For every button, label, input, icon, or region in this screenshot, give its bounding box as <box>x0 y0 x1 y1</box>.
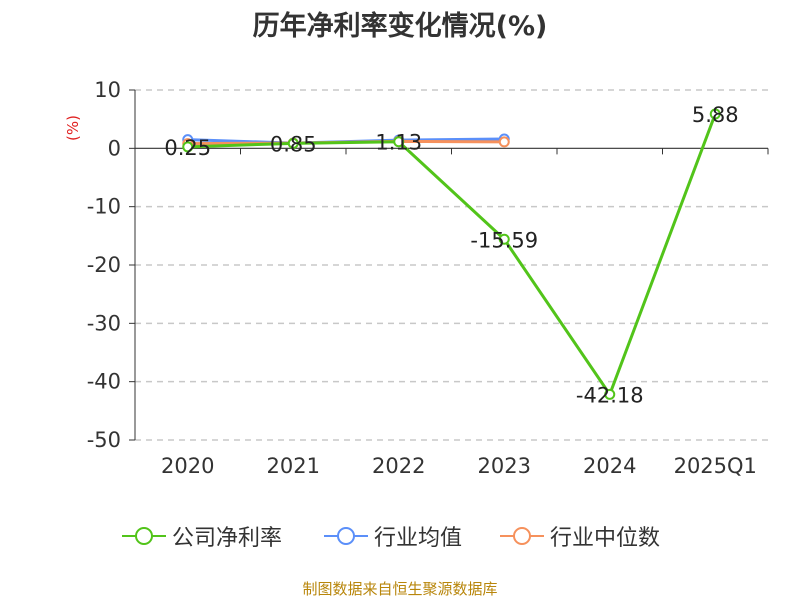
y-tick-label: -20 <box>87 253 121 277</box>
legend-label-industry-median: 行业中位数 <box>550 526 661 551</box>
series-lines <box>182 108 721 400</box>
chart-source: 制图数据来自恒生聚源数据库 <box>302 580 498 598</box>
data-point-company <box>393 136 405 148</box>
data-point-industry_median <box>498 136 510 148</box>
x-tick-label: 2022 <box>372 454 425 478</box>
data-labels: 0.25 0.85 1.13 -15.59 -42.18 5.88 <box>164 103 738 407</box>
legend-line-industry-median-icon <box>500 527 544 545</box>
data-label: 1.13 <box>375 131 422 155</box>
y-tick-label: -10 <box>87 195 121 219</box>
x-tick-label: 2020 <box>161 454 214 478</box>
legend-line-company-icon <box>122 527 166 545</box>
y-axis-label: (%) <box>64 115 82 141</box>
legend-label-industry-avg: 行业均值 <box>374 526 463 551</box>
data-label: 0.85 <box>270 132 317 156</box>
y-tick-label: 0 <box>108 136 121 160</box>
x-tick-label: 2023 <box>478 454 531 478</box>
data-label: -15.59 <box>470 228 538 252</box>
legend-item-industry-median[interactable]: 行业中位数 <box>500 521 660 551</box>
x-tick-label: 2025Q1 <box>674 454 757 478</box>
data-point-company <box>498 233 510 245</box>
y-tick-label: -50 <box>87 428 121 452</box>
data-point-company <box>709 108 721 120</box>
y-tick-label: 10 <box>94 78 121 102</box>
data-point-company <box>182 141 194 153</box>
legend-item-industry-avg[interactable]: 行业均值 <box>324 521 462 551</box>
chart-title: 历年净利率变化情况(%) <box>252 11 548 42</box>
legend-label-company: 公司净利率 <box>172 526 283 551</box>
data-label: 0.25 <box>164 136 211 160</box>
x-tick-label: 2021 <box>267 454 320 478</box>
y-tick-label: -30 <box>87 311 121 335</box>
data-point-company <box>287 137 299 149</box>
data-label: 5.88 <box>692 103 739 127</box>
y-tick-label: -40 <box>87 370 121 394</box>
series-line-company <box>187 113 717 398</box>
legend-line-industry-avg-icon <box>324 527 368 545</box>
legend-item-company[interactable]: 公司净利率 <box>122 521 282 551</box>
x-tick-label: 2024 <box>583 454 636 478</box>
data-label: -42.18 <box>576 383 644 407</box>
data-point-company <box>604 388 616 400</box>
axes: 10 0 -10 -20 -30 -40 -50 2020 2021 2022 2023 2024 20… <box>87 78 769 478</box>
